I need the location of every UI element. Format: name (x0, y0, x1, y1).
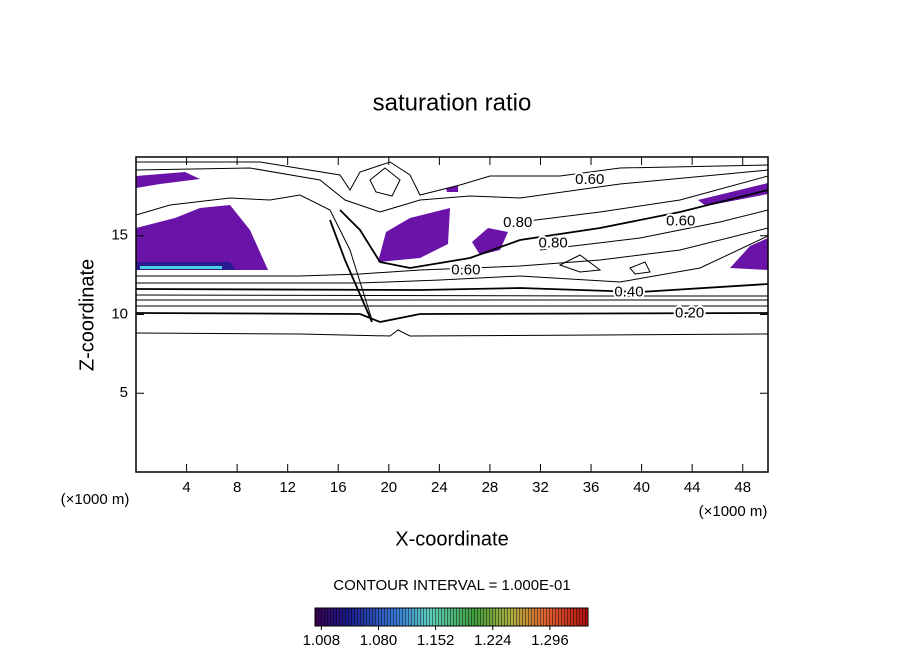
contour-label: 0.60 (451, 261, 480, 278)
filled-region (698, 183, 768, 206)
filled-region (730, 238, 768, 270)
colorbar-frame (314, 607, 589, 627)
contour-line (136, 329, 768, 337)
x-tick-label: 16 (330, 479, 347, 496)
x-tick-label: 4 (182, 479, 190, 496)
x-tick-label: 20 (380, 479, 397, 496)
x-tick-label: 8 (233, 479, 241, 496)
x-tick-label: 44 (684, 479, 701, 496)
contour-label: 0.40 (614, 283, 643, 300)
y-tick-label: 5 (120, 384, 128, 401)
x-tick-label: 48 (734, 479, 751, 496)
contour-label: 0.20 (675, 305, 704, 322)
chart-title: saturation ratio (373, 89, 532, 116)
contour-line (136, 161, 768, 196)
contour-label: 0.60 (575, 171, 604, 188)
filled-region (136, 172, 200, 188)
x-axis-label: X-coordinate (395, 528, 508, 550)
contour-line (329, 189, 768, 323)
y-axis-label: Z-coordinate (76, 259, 98, 371)
contour-interval: CONTOUR INTERVAL = 1.000E-01 (333, 577, 570, 594)
contour-field (136, 161, 768, 337)
contour-line (136, 283, 768, 293)
y-tick-label: 10 (111, 305, 128, 322)
contour-line (136, 167, 768, 213)
contour-label: 0.80 (539, 235, 568, 252)
filled-region (378, 208, 450, 262)
contour-line (558, 254, 651, 275)
contour-line (519, 175, 768, 251)
x-tick-label: 40 (633, 479, 650, 496)
x-tick-label: 24 (431, 479, 448, 496)
colorbar-tick-label: 1.008 (303, 632, 341, 649)
contour-line (136, 294, 768, 307)
filled-region (136, 205, 268, 270)
contour-label: 0.80 (503, 214, 532, 231)
y-tick-label: 15 (111, 227, 128, 244)
contour-line (136, 194, 373, 321)
filled-region (140, 266, 222, 269)
contour-line (369, 167, 401, 197)
contour-line (136, 227, 768, 277)
x-tick-label: 36 (583, 479, 600, 496)
colorbar-tick-label: 1.080 (360, 632, 398, 649)
contour-line (136, 312, 768, 323)
x-tick-label: 32 (532, 479, 549, 496)
contour-label: 0.60 (666, 213, 695, 230)
x-unit: (×1000 m) (699, 503, 768, 520)
x-tick-label: 28 (482, 479, 499, 496)
x-unit-left: (×1000 m) (61, 491, 130, 508)
colorbar-tick-label: 1.296 (531, 632, 569, 649)
x-tick-label: 12 (279, 479, 296, 496)
colorbar-tick-label: 1.224 (474, 632, 512, 649)
colorbar-tick-label: 1.152 (417, 632, 455, 649)
